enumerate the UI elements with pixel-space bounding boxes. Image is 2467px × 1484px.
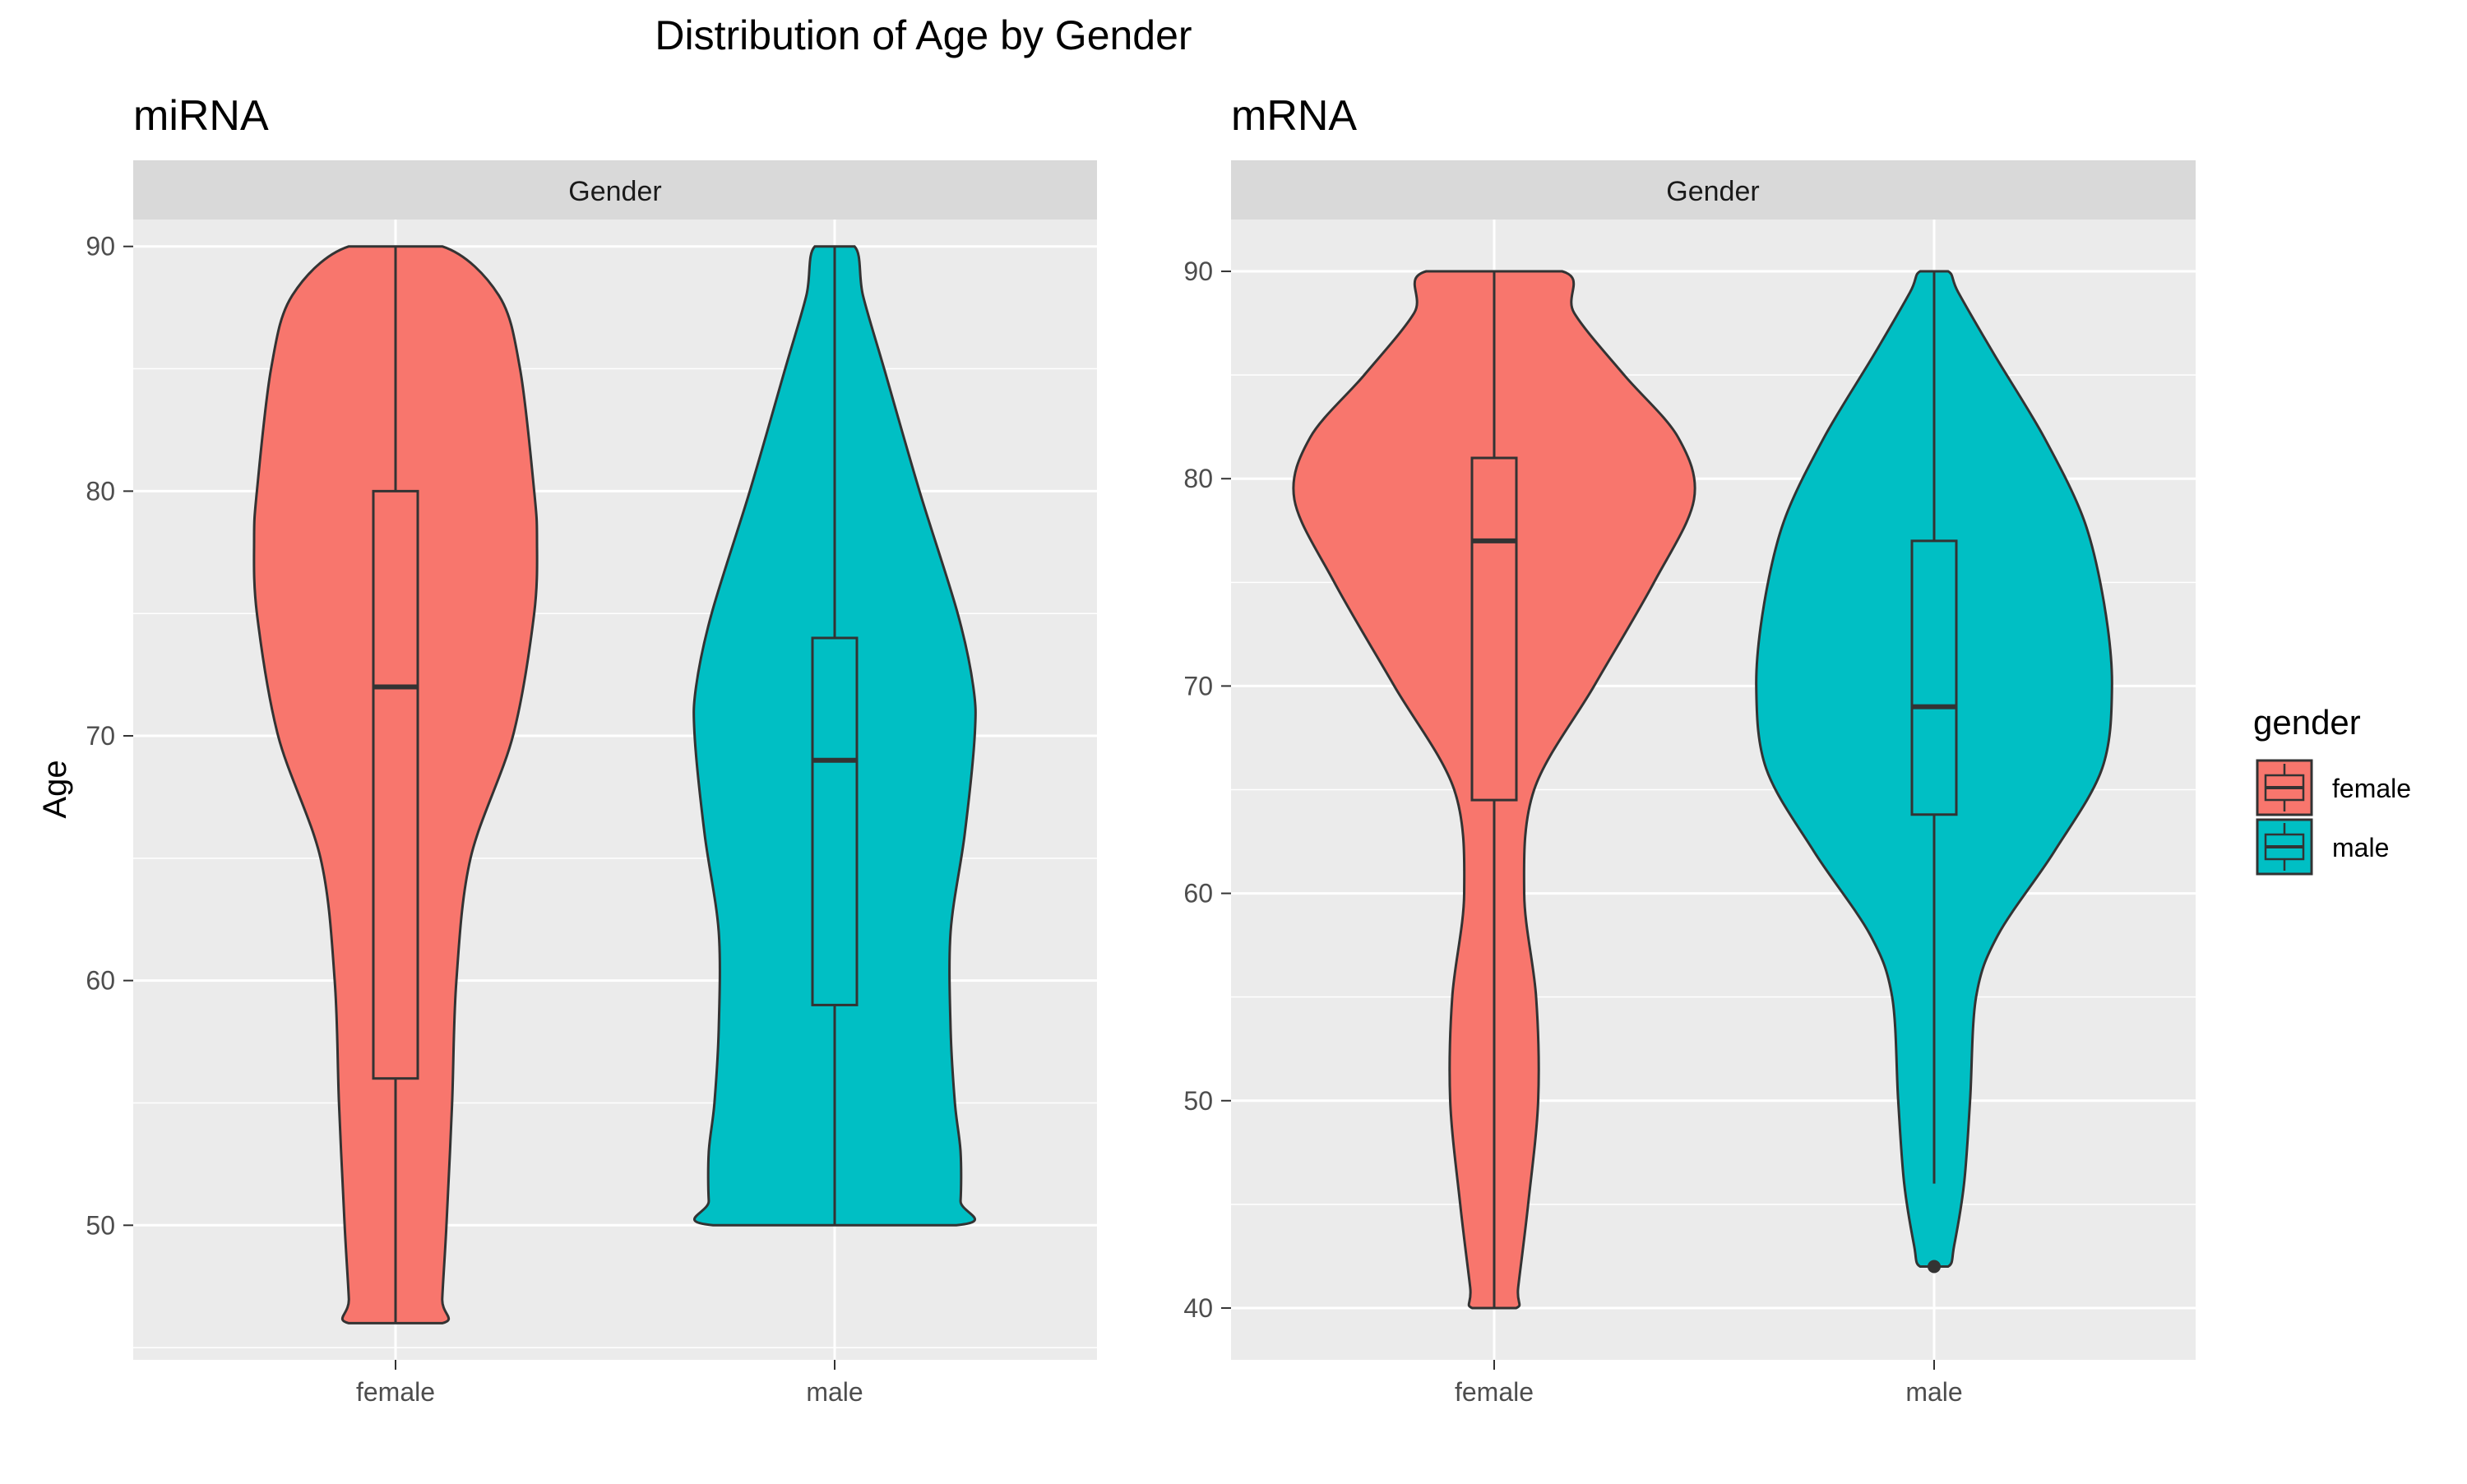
facet-strip-label-mirna: Gender [568,176,661,207]
facet-strip-mirna [133,160,1097,220]
y-axis-mirna: 50 60 70 80 90 [86,232,133,1240]
x-axis-mrna: female male [1455,1360,1963,1407]
x-tick-label-female: female [356,1377,435,1407]
y-tick-label: 70 [86,721,115,751]
y-tick-label: 60 [1183,879,1213,908]
y-tick-label: 40 [1183,1293,1213,1323]
facet-strip-mrna [1231,160,2196,220]
y-axis-mrna: 40 50 60 70 80 90 [1183,257,1231,1323]
panel-title-mirna: miRNA [133,92,269,140]
violins-mirna [252,245,977,1325]
legend: gender female male [2253,703,2411,876]
y-tick-label: 60 [86,966,115,996]
legend-item-male: male [2256,818,2389,876]
y-tick-label: 50 [86,1210,115,1240]
legend-title: gender [2253,703,2361,742]
box-female [1470,456,1518,802]
box-female [372,489,419,1080]
chart-title: Distribution of Age by Gender [655,12,1192,58]
x-tick-label-male: male [1905,1377,1962,1407]
y-axis-title-mirna: Age [37,760,73,818]
panel-mrna: mRNA Gender 40 50 60 70 80 90 female male [1183,92,2196,1407]
y-tick-label: 70 [1183,671,1213,700]
legend-label-male: male [2332,833,2389,862]
x-tick-label-male: male [806,1377,863,1407]
y-tick-label: 80 [86,476,115,506]
box-male [1910,539,1958,816]
violins-mrna [1292,270,2113,1310]
x-axis-mirna: female male [356,1360,863,1407]
y-tick-label: 50 [1183,1086,1213,1116]
x-tick-label-female: female [1455,1377,1534,1407]
legend-item-female: female [2256,759,2411,816]
legend-label-female: female [2332,774,2411,803]
panel-mirna: miRNA Gender 50 60 70 80 90 female male Age [37,92,1097,1407]
y-tick-label: 90 [1183,257,1213,286]
y-tick-label: 80 [1183,464,1213,493]
y-tick-label: 90 [86,232,115,261]
panel-title-mrna: mRNA [1231,92,1357,140]
box-male [811,636,859,1006]
facet-strip-label-mrna: Gender [1666,176,1759,207]
outlier-male [1928,1260,1941,1274]
